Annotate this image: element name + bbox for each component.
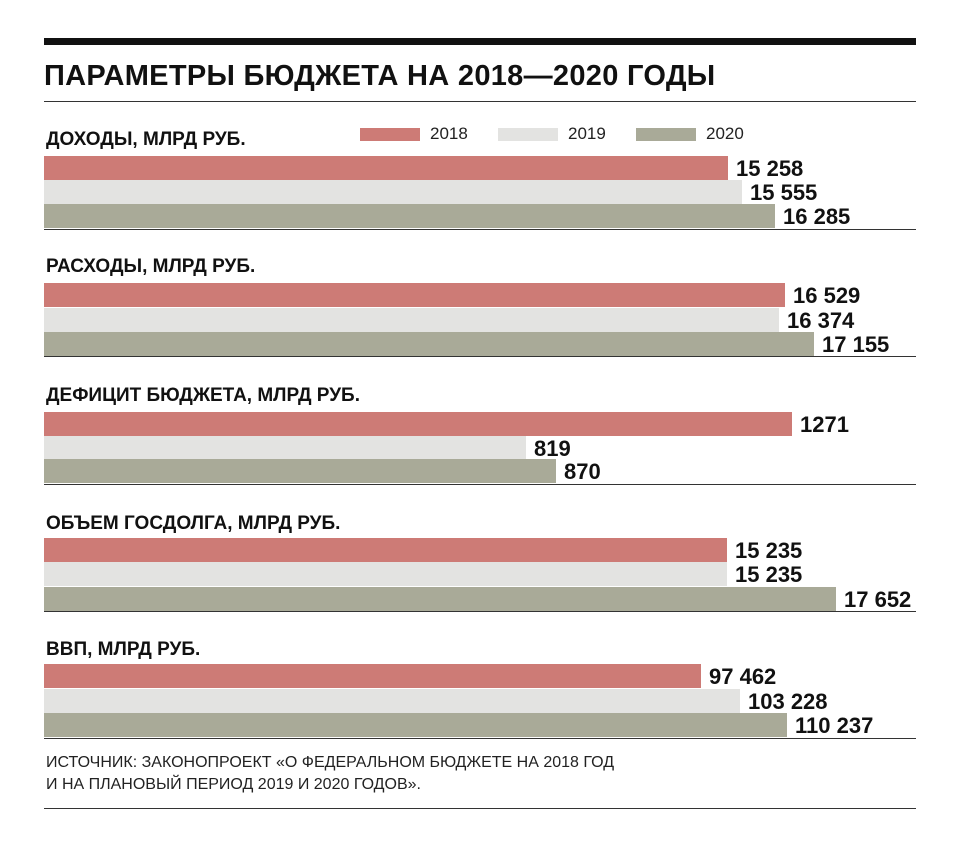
legend-swatch-2019 — [498, 127, 558, 141]
section-title-3: ДЕФИЦИТ БЮДЖЕТА, МЛРД РУБ. — [46, 385, 360, 406]
value-label-1-2018: 15 258 — [736, 156, 804, 181]
value-label-2-2019: 16 374 — [787, 308, 855, 333]
bar-4-2020 — [44, 587, 836, 611]
value-label-2-2018: 16 529 — [793, 283, 861, 308]
bottom-rule — [44, 808, 916, 809]
legend-item-2020: 2020 — [636, 124, 744, 144]
chart-title: ПАРАМЕТРЫ БЮДЖЕТА НА 2018—2020 ГОДЫ — [44, 60, 716, 92]
bar-4-2018 — [44, 538, 727, 562]
bar-2-2018 — [44, 283, 785, 307]
legend-label-2020: 2020 — [706, 124, 744, 143]
value-label-3-2020: 870 — [564, 459, 601, 484]
value-label-5-2020: 110 237 — [795, 713, 874, 738]
section-title-5: ВВП, МЛРД РУБ. — [46, 639, 201, 660]
top-rule — [44, 38, 916, 45]
legend-swatch-2018 — [360, 127, 420, 141]
value-label-4-2019: 15 235 — [735, 562, 803, 587]
section-divider-4 — [44, 611, 916, 612]
value-label-5-2019: 103 228 — [748, 689, 828, 714]
section-divider-2 — [44, 356, 916, 357]
source-line-1: ИСТОЧНИК: ЗАКОНОПРОЕКТ «О ФЕДЕРАЛЬНОМ БЮ… — [46, 754, 615, 771]
section-divider-1 — [44, 229, 916, 230]
legend-swatch-2020 — [636, 127, 696, 141]
title-divider — [44, 101, 916, 102]
bar-5-2019 — [44, 689, 740, 713]
value-label-4-2020: 17 652 — [844, 587, 912, 612]
legend-item-2019: 2019 — [498, 124, 606, 144]
source-line-2: И НА ПЛАНОВЫЙ ПЕРИОД 2019 И 2020 ГОДОВ». — [46, 776, 421, 793]
bar-1-2020 — [44, 204, 775, 228]
value-label-5-2018: 97 462 — [709, 664, 777, 689]
value-label-4-2018: 15 235 — [735, 538, 803, 563]
section-title-4: ОБЪЕМ ГОСДОЛГА, МЛРД РУБ. — [46, 513, 341, 534]
bar-5-2018 — [44, 664, 701, 688]
value-label-3-2019: 819 — [534, 436, 571, 461]
legend-label-2019: 2019 — [568, 124, 606, 143]
value-label-2-2020: 17 155 — [822, 332, 890, 357]
bar-5-2020 — [44, 713, 787, 737]
bar-4-2019 — [44, 562, 727, 586]
bar-3-2018 — [44, 412, 792, 436]
section-title-2: РАСХОДЫ, МЛРД РУБ. — [46, 256, 256, 277]
legend-label-2018: 2018 — [430, 124, 468, 143]
bar-1-2018 — [44, 156, 728, 180]
bar-1-2019 — [44, 180, 742, 204]
bar-3-2020 — [44, 459, 556, 483]
section-title-1: ДОХОДЫ, МЛРД РУБ. — [46, 129, 246, 150]
bar-2-2020 — [44, 332, 814, 356]
section-divider-3 — [44, 484, 916, 485]
legend-item-2018: 2018 — [360, 124, 468, 144]
source-note: ИСТОЧНИК: ЗАКОНОПРОЕКТ «О ФЕДЕРАЛЬНОМ БЮ… — [46, 752, 906, 796]
section-divider-5 — [44, 738, 916, 739]
bar-2-2019 — [44, 308, 779, 332]
value-label-1-2019: 15 555 — [750, 180, 818, 205]
value-label-3-2018: 1271 — [800, 412, 849, 437]
bar-3-2019 — [44, 436, 526, 460]
value-label-1-2020: 16 285 — [783, 204, 851, 229]
